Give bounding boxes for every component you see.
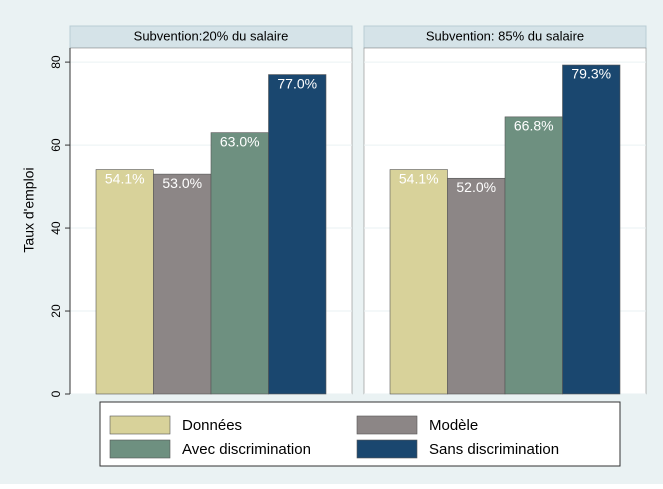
value-label: 52.0% [456,179,496,195]
y-tick-label: 20 [49,304,63,318]
y-axis-title: Taux d'emploi [21,167,37,252]
bar [95,169,154,395]
value-label: 54.1% [399,170,439,186]
y-tick-label: 60 [49,138,63,152]
y-tick-label: 80 [49,55,63,69]
legend-swatch [356,439,418,459]
legend-swatch [109,415,171,435]
bar [562,64,621,395]
legend-swatch [356,415,418,435]
bar [268,74,327,395]
bar [153,173,212,395]
value-label: 79.3% [571,66,611,82]
y-tick-label: 0 [49,390,63,397]
panel-title: Subvention:20% du salaire [134,28,289,43]
value-label: 53.0% [162,175,202,191]
bar [210,132,269,395]
legend-swatch [109,439,171,459]
bar [447,177,506,395]
legend-label: Sans discrimination [429,441,559,458]
value-label: 54.1% [105,170,145,186]
value-label: 63.0% [220,133,260,149]
bar [389,169,448,395]
panel-title: Subvention: 85% du salaire [426,28,584,43]
legend-label: Modèle [429,417,478,434]
bar [504,116,563,395]
value-label: 66.8% [514,118,554,134]
legend-label: Données [182,417,242,434]
value-label: 77.0% [277,75,317,91]
y-tick-label: 40 [49,221,63,235]
legend-label: Avec discrimination [182,441,311,458]
